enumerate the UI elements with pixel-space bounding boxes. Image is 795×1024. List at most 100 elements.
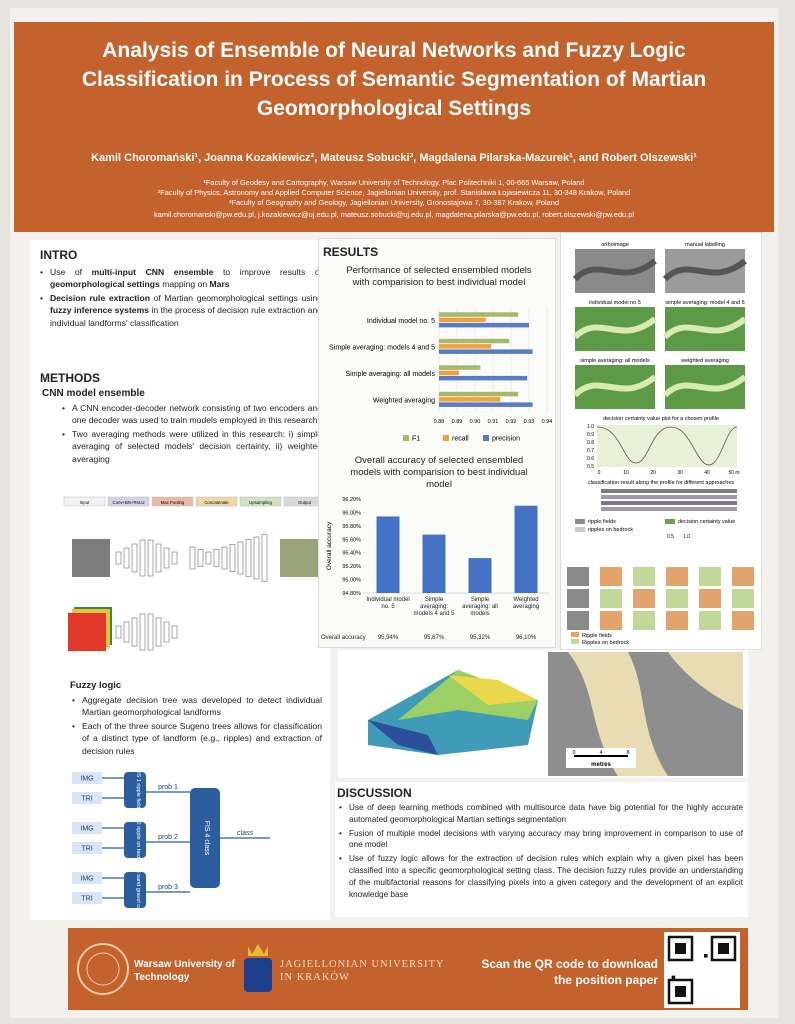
y-tick-label: 0.9	[587, 432, 594, 438]
wut-name: Warsaw University of Technology	[134, 959, 235, 983]
bullet: Decision rule extraction of Martian geom…	[38, 292, 322, 329]
y-tick-label: 0.5	[587, 464, 594, 470]
legend-label: Conv+BN+ReLU	[112, 500, 144, 505]
input-label: IMG	[80, 876, 93, 883]
bar	[439, 338, 510, 344]
intro-heading: INTRO	[40, 248, 78, 262]
tile	[600, 611, 622, 630]
legend-swatch	[483, 435, 489, 441]
value-label: 96,10%	[515, 635, 537, 641]
legend-label: recall	[452, 436, 469, 443]
legend-swatch	[575, 527, 585, 532]
tile	[699, 611, 721, 630]
scale-tick: 0	[573, 750, 576, 756]
legend-label: precision	[492, 436, 520, 443]
bold-text: Decision rule extraction	[50, 292, 150, 303]
methods-bullets: A CNN encoder-decoder network consisting…	[60, 402, 322, 466]
y-axis-label: Overall accuracy	[326, 521, 333, 570]
bullet: A CNN encoder-decoder network consisting…	[60, 402, 322, 427]
discussion-panel: DISCUSSION Use of deep learning methods …	[335, 782, 748, 917]
discussion-heading: DISCUSSION	[337, 786, 412, 800]
image-feature	[662, 258, 747, 282]
input-box	[72, 842, 102, 854]
legend-swatch	[571, 632, 579, 637]
prob-label: prob 2	[158, 834, 178, 841]
qr-code[interactable]	[664, 932, 740, 1008]
tile	[699, 567, 721, 586]
text: to improve results of	[213, 267, 322, 277]
prob-label: prob 3	[158, 884, 178, 891]
fis-box	[124, 772, 146, 808]
bar	[439, 365, 481, 370]
surface-plot	[398, 670, 538, 720]
layer	[115, 625, 122, 639]
tile	[633, 589, 655, 608]
y-tick-label: Simple averaging: models 4 and 5	[329, 344, 435, 351]
profile-strip	[601, 489, 737, 493]
image-label: simple averaging: all models	[580, 358, 650, 364]
legend-label: Ripple fields	[582, 633, 612, 639]
legend-swatch	[239, 496, 282, 507]
legend-label: ripples on bedrock	[588, 527, 633, 533]
x-tick-label: Individual model no. 5	[366, 597, 410, 610]
bar	[422, 534, 446, 593]
layer	[245, 539, 252, 577]
surface-plot	[368, 720, 438, 755]
layer	[115, 551, 122, 565]
layer	[197, 549, 204, 567]
discussion-bullets: Use of deep learning methods combined wi…	[337, 802, 743, 902]
text: of Martian geomorphological settings usi…	[149, 292, 322, 303]
bullet: Use of multi-input CNN ensemble to impro…	[38, 266, 322, 291]
qr-finder	[667, 978, 694, 1005]
table-box: Model no.Data used1Orbital only2Orbital …	[188, 587, 326, 671]
layer	[253, 536, 260, 580]
image-label: simple averaging: model 4 and 5	[665, 300, 745, 306]
legend-label: F1	[412, 436, 420, 443]
methods-heading: METHODS	[40, 371, 100, 385]
bold-text: geomorphological settings	[50, 279, 160, 290]
plot-title: decision certainty value plot for a chos…	[603, 416, 719, 422]
bold-text: fuzzy inference systems	[50, 305, 150, 316]
output-image	[280, 539, 318, 577]
affiliations: ¹Faculty of Geodesy and Cartography, War…	[54, 178, 734, 208]
input-label: TRI	[81, 846, 92, 853]
qr-finder	[667, 935, 694, 962]
fuzzy-bullets: Aggregate decision tree was developed to…	[70, 694, 322, 758]
map-area	[668, 652, 743, 710]
x-tick-label: Simple averaging: all models	[462, 597, 498, 617]
legend-swatch	[195, 496, 238, 507]
x-tick-label: 10	[623, 470, 629, 476]
tile	[699, 589, 721, 608]
text: in the process of decision rule extracti…	[50, 305, 323, 328]
y-tick-label: 95.60%	[342, 537, 361, 543]
layer	[171, 551, 178, 565]
x-tick-label: 0.88	[434, 419, 445, 425]
fis-box	[124, 822, 146, 858]
bar	[439, 349, 533, 354]
figures: orthoimage manual labelling individual mod…	[567, 242, 754, 646]
x-tick-label: 0.92	[506, 419, 517, 425]
bar	[439, 322, 529, 328]
chart-title: Performance of selected ensembled models…	[346, 265, 532, 288]
layer	[261, 534, 268, 582]
fis-label: FIS 2 ripple on bedrock	[135, 812, 141, 869]
input-label: IMG	[80, 826, 93, 833]
x-tick-label: 20	[650, 470, 656, 476]
scale-tick: 4	[600, 750, 603, 756]
network-diagram: Input Conv+BN+ReLU Max Pooling Concatenate U…	[63, 496, 326, 671]
fis-label: FIS 1 ripple fields	[135, 769, 141, 812]
image-feature	[662, 316, 747, 340]
scale-label: 0.5	[667, 534, 674, 540]
legend-label: Output	[298, 500, 312, 505]
input-box	[72, 822, 102, 834]
layer	[237, 541, 244, 575]
legend-swatch	[63, 496, 106, 507]
wut-logo	[77, 943, 129, 995]
bold-text: Mars	[209, 279, 230, 290]
bar	[439, 344, 492, 349]
bullet: Each of the three source Sugeno trees al…	[70, 720, 322, 757]
table-label: Overall accuracy	[321, 635, 366, 641]
surface-plot	[448, 675, 538, 705]
legend-label: Upsampling	[249, 500, 272, 505]
figures: 0 4 8 metres	[368, 652, 743, 776]
